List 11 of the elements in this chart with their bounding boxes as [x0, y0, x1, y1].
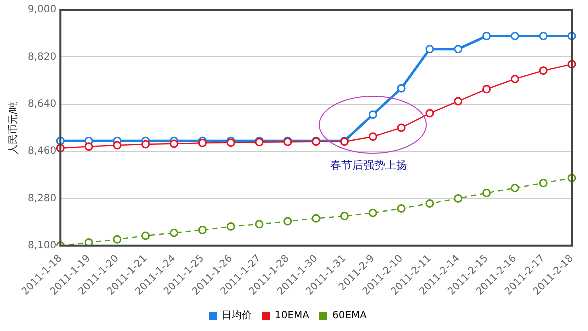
y-tick-label: 8,280 — [28, 193, 57, 204]
y-tick-label: 8,100 — [28, 240, 57, 252]
y-axis-title: 人民币元/吨 — [8, 101, 20, 155]
annotation: 春节后强势上扬 — [330, 158, 408, 172]
legend-label: 60EMA — [332, 310, 368, 322]
y-tick-label: 9,000 — [28, 4, 57, 16]
legend-label: 日均价 — [222, 310, 252, 322]
y-tick-label: 8,820 — [28, 52, 57, 63]
y-tick-label: 8,640 — [28, 98, 57, 110]
legend-label: 10EMA — [274, 310, 310, 322]
y-tick-label: 8,460 — [28, 146, 57, 158]
